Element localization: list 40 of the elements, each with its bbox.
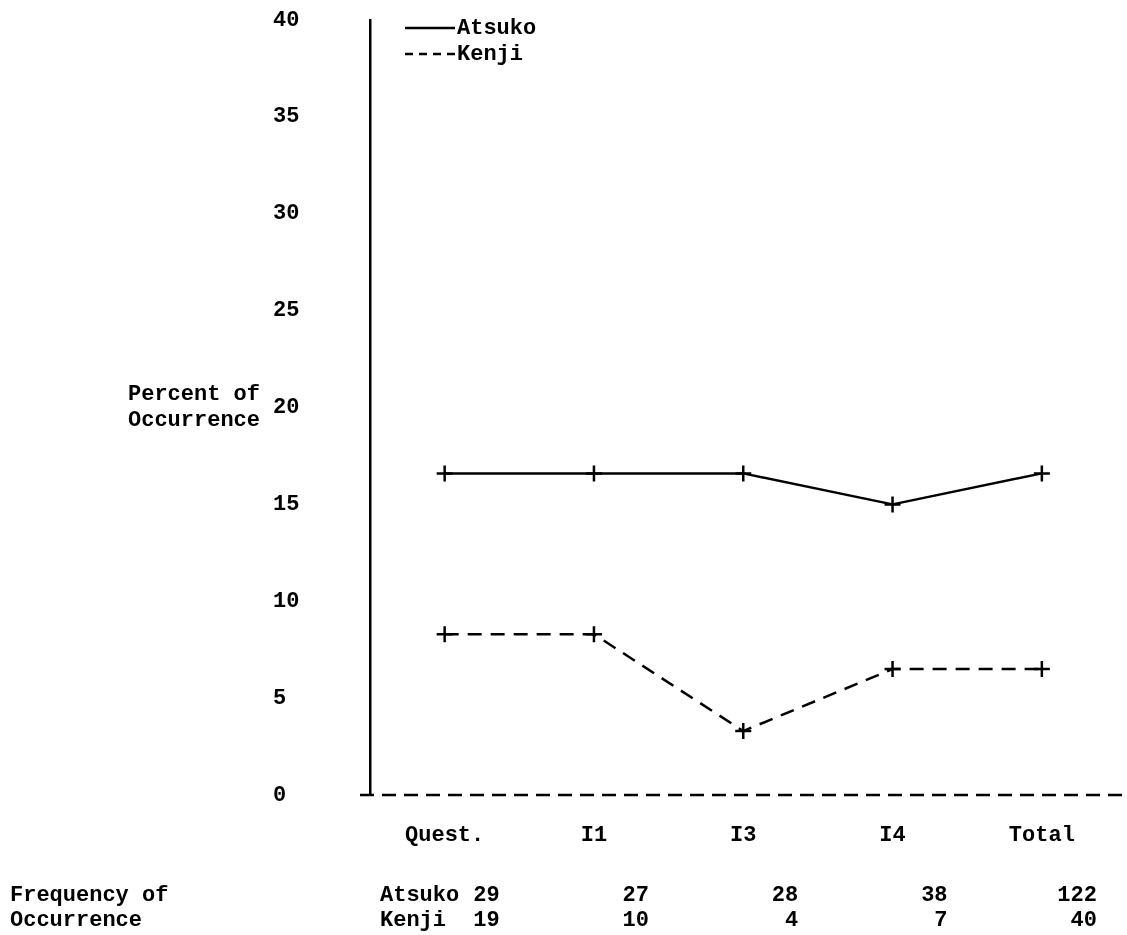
text: 29	[473, 882, 500, 908]
y-tick-label: 10	[273, 588, 300, 614]
point	[584, 624, 604, 644]
text: 10	[622, 907, 649, 933]
y-tick-label: 15	[273, 491, 300, 517]
x-tick-label: Total	[1008, 822, 1075, 848]
text: 122	[1057, 882, 1097, 908]
point	[734, 721, 753, 741]
point	[883, 659, 902, 679]
point	[1032, 464, 1052, 483]
x-tick-label: Quest.	[405, 822, 485, 848]
x-tick-label: I4	[879, 822, 906, 848]
text: 19	[473, 907, 500, 933]
y-tick-label: 35	[273, 104, 300, 130]
text: 4	[785, 907, 799, 933]
y-axis-title: Percent of Occurrence	[127, 382, 261, 434]
text: 7	[934, 907, 948, 933]
point	[734, 464, 753, 483]
point	[435, 464, 454, 483]
y-tick-label: 20	[273, 395, 300, 421]
y-tick-label: 5	[273, 685, 287, 711]
text: Kenji	[380, 907, 447, 933]
text: 27	[622, 882, 649, 908]
y-tick-label: 0	[273, 782, 287, 808]
x-tick-label: I1	[580, 822, 608, 848]
y-tick-label: 40	[273, 7, 300, 33]
text: 40	[1070, 907, 1097, 933]
text: 38	[921, 882, 948, 908]
text: Frequency of Occurrence	[10, 882, 169, 933]
point	[584, 464, 604, 483]
y-tick-label: 25	[273, 298, 300, 324]
text: Atsuko	[380, 882, 460, 908]
text: 28	[771, 882, 799, 908]
legend-label: Kenji	[457, 41, 524, 67]
y-tick-label: 30	[273, 201, 300, 227]
point	[435, 624, 454, 644]
x-tick-label: I3	[730, 822, 757, 848]
point	[1032, 659, 1052, 679]
legend-label: Atsuko	[457, 15, 537, 41]
point	[883, 495, 902, 514]
